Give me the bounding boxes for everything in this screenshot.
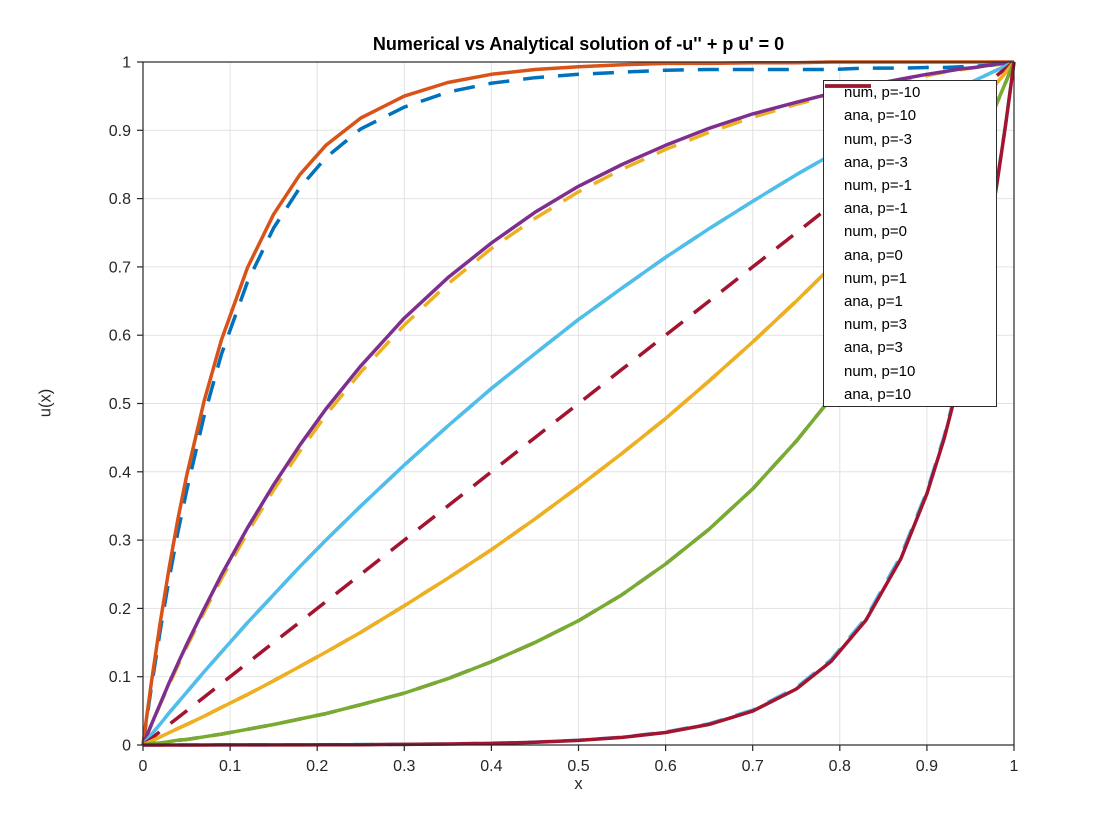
axes-frame <box>137 61 1015 751</box>
legend-item-analytical-p3: ana, p=3 <box>824 84 996 359</box>
legend-item-label: num, p=1 <box>844 269 907 287</box>
x-tick-label: 0.5 <box>567 758 589 775</box>
legend-item-label: ana, p=-3 <box>844 153 908 171</box>
y-tick-label: 0.8 <box>109 191 131 208</box>
chart-title: Numerical vs Analytical solution of -u''… <box>372 34 785 54</box>
legend-item-numerical-p1: num, p=1 <box>824 84 996 290</box>
y-tick-label: 1 <box>122 55 131 72</box>
x-tick-label: 0.6 <box>654 758 676 775</box>
legend-item-label: num, p=-10 <box>844 84 921 102</box>
legend-item-label: ana, p=0 <box>844 246 903 264</box>
legend-item-label: ana, p=1 <box>844 292 903 310</box>
y-tick-label: 0.4 <box>109 464 131 481</box>
legend-item-numerical-pneg3: num, p=-3 <box>824 84 996 151</box>
curve-numerical-pneg10 <box>141 60 1015 746</box>
x-tick-label: 0 <box>139 758 148 775</box>
x-tick-label: 0.1 <box>219 758 241 775</box>
legend-item-analytical-pneg3: ana, p=-3 <box>824 84 996 174</box>
y-tick-label: 0.9 <box>109 123 131 140</box>
y-tick-label: 0.3 <box>109 533 131 550</box>
legend-item-analytical-p0: ana, p=0 <box>824 84 996 267</box>
y-tick-label: 0.6 <box>109 328 131 345</box>
legend-item-analytical-p10: ana, p=10 <box>824 84 996 406</box>
legend-item-label: ana, p=-10 <box>844 107 917 125</box>
x-tick-label: 1 <box>1010 758 1019 775</box>
y-axis-label: u(x) <box>36 388 55 418</box>
legend-item-label: num, p=10 <box>844 362 916 380</box>
y-tick-label: 0.1 <box>109 669 131 686</box>
legend-item-label: ana, p=10 <box>844 385 912 403</box>
legend-item-numerical-pneg1: num, p=-1 <box>824 84 996 197</box>
x-axis-label: x <box>574 775 583 793</box>
tick-labels: 0 0.1 0.2 0.3 0.4 0.5 0.6 0.7 0.8 0.9 1 0 0.1 0.2 0.3 0… <box>109 55 1019 776</box>
y-tick-label: 0.5 <box>109 396 131 413</box>
x-tick-label: 0.2 <box>306 758 328 775</box>
y-tick-label: 0.7 <box>109 259 131 276</box>
legend-item-analytical-pneg10: ana, p=-10 <box>824 84 996 127</box>
legend: num, p=-10 ana, p=-10 num, p=-3 ana, p=-3 nu… <box>823 80 997 407</box>
legend-item-label: num, p=3 <box>844 316 907 334</box>
legend-item-label: num, p=-1 <box>844 176 912 194</box>
x-tick-label: 0.9 <box>916 758 938 775</box>
legend-line-sample-solid <box>825 84 871 88</box>
legend-item-label: num, p=-3 <box>844 130 912 148</box>
legend-item-numerical-p3: num, p=3 <box>824 84 996 336</box>
x-tick-label: 0.8 <box>829 758 851 775</box>
legend-item-label: ana, p=3 <box>844 339 903 357</box>
y-tick-label: 0 <box>122 738 131 755</box>
x-tick-label: 0.3 <box>393 758 415 775</box>
y-tick-label: 0.2 <box>109 601 131 618</box>
legend-item-label: ana, p=-1 <box>844 200 908 218</box>
curve-numerical-p0 <box>141 60 1016 747</box>
legend-item-numerical-p0: num, p=0 <box>824 84 996 243</box>
x-tick-label: 0.4 <box>480 758 502 775</box>
legend-item-analytical-p1: ana, p=1 <box>824 84 996 313</box>
curve-analytical-pneg3 <box>141 60 1015 746</box>
legend-item-analytical-pneg1: ana, p=-1 <box>824 84 996 220</box>
legend-item-numerical-p10: num, p=10 <box>824 84 996 383</box>
x-tick-label: 0.7 <box>742 758 764 775</box>
legend-item-label: num, p=0 <box>844 223 907 241</box>
